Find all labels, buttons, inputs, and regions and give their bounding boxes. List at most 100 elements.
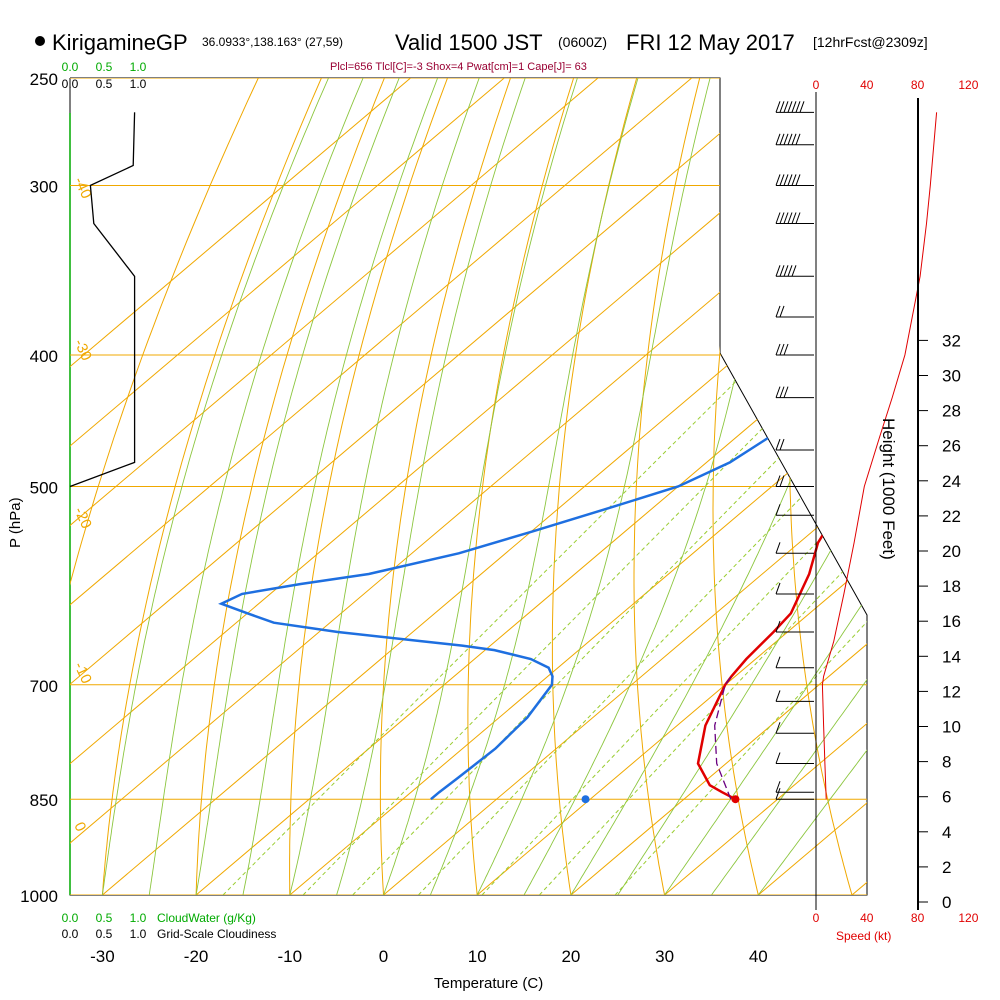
height-tick-label: 32 <box>942 331 961 350</box>
wind-barb-feather <box>779 174 785 186</box>
height-tick-label: 8 <box>942 753 951 772</box>
cloudiness-tick-top: 0.0 <box>62 77 79 91</box>
cloudiness-label: Grid-Scale Cloudiness <box>157 927 276 941</box>
temperature-tick-label: 30 <box>655 947 674 966</box>
wind-barb-feather <box>775 504 781 516</box>
cloudiness-tick-top: 0.5 <box>96 77 113 91</box>
cloudwater-tick-bottom: 0.5 <box>96 911 113 925</box>
temperature-tick-label: 20 <box>561 947 580 966</box>
wind-barb-feather <box>787 101 793 113</box>
wind-barb-feather <box>783 133 789 145</box>
wind-barb-feather <box>795 174 801 186</box>
moist-adiabat-line <box>195 78 400 895</box>
wind-barb <box>775 620 814 633</box>
moist-adiabat-line <box>242 78 439 895</box>
wind-barb <box>775 133 814 146</box>
speed-tick-bottom: 80 <box>911 911 925 925</box>
wind-barb-feather <box>787 212 793 224</box>
wind-barb <box>775 788 814 800</box>
wind-barb-feather <box>787 265 793 277</box>
pressure-tick-label: 850 <box>30 791 58 810</box>
dry-adiabat-line <box>195 78 385 895</box>
isotherm-label: -10 <box>70 660 95 687</box>
wind-barb-feather <box>775 475 781 487</box>
wind-barb-feather <box>779 212 785 224</box>
mixing-ratio-line <box>539 354 867 895</box>
mixing-ratio-label: 12 <box>533 905 555 927</box>
wind-barb-feather <box>775 174 781 186</box>
speed-tick-bottom: 40 <box>860 911 874 925</box>
speed-tick-top: 80 <box>911 78 925 92</box>
wind-barb-feather <box>791 133 797 145</box>
pressure-tick-label: 300 <box>30 177 58 196</box>
wind-barb-feather <box>775 212 781 224</box>
wind-barb-feather <box>795 133 801 145</box>
mixing-ratio-label: 3 <box>347 908 365 923</box>
moist-adiabat-line <box>664 78 867 895</box>
height-tick-label: 14 <box>942 647 961 666</box>
dry-adiabat-line <box>551 78 638 895</box>
wind-barb-feather <box>775 620 781 633</box>
moist-adiabat-line <box>383 78 578 895</box>
wind-barb <box>775 101 814 113</box>
isotherm-label: 30 <box>784 449 807 472</box>
wind-barb <box>775 343 814 356</box>
moist-adiabat-line <box>289 78 480 895</box>
cloudiness-tick-bottom: 1.0 <box>130 927 147 941</box>
wind-barb-feather <box>799 101 805 113</box>
height-tick-label: 26 <box>942 437 961 456</box>
moist-adiabat-line <box>757 78 867 895</box>
wind-barb-feather <box>791 265 797 277</box>
speed-tick-bottom: 120 <box>958 911 978 925</box>
isotherm-line <box>102 78 867 895</box>
height-tick-label: 10 <box>942 718 961 737</box>
cloudwater-tick-bottom: 1.0 <box>130 911 147 925</box>
isotherm-line <box>851 78 867 895</box>
pressure-tick-label: 400 <box>30 347 58 366</box>
mixing-ratio-line <box>418 354 867 895</box>
wind-barb-feather <box>791 101 797 113</box>
wind-barb-feather <box>791 212 797 224</box>
wind-barb <box>775 212 814 224</box>
station-name: KirigamineGP <box>52 30 188 55</box>
speed-tick-top: 0 <box>813 78 820 92</box>
pressure-tick-label: 250 <box>30 70 58 89</box>
mixing-ratio-line <box>302 354 836 895</box>
wind-barb-feather <box>775 438 781 451</box>
cloudwater-label: CloudWater (g/Kg) <box>157 911 256 925</box>
wind-barb-feather <box>775 722 781 734</box>
height-tick-label: 12 <box>942 682 961 701</box>
mixing-ratio-line <box>614 354 867 895</box>
wind-barb-feather <box>775 386 781 398</box>
height-tick-label: 2 <box>942 858 951 877</box>
height-tick-label: 4 <box>942 823 951 842</box>
speed-axis-label: Speed (kt) <box>836 929 891 943</box>
wind-barb-feather <box>783 386 789 398</box>
cloudiness-tick-bottom: 0.0 <box>62 927 79 941</box>
wind-barb <box>775 305 814 318</box>
wind-barb <box>775 656 814 669</box>
height-tick-label: 20 <box>942 542 961 561</box>
surface-dewpoint-marker <box>581 795 590 804</box>
moist-adiabat-line <box>711 78 867 895</box>
wind-barb-feather <box>775 690 781 702</box>
y-axis-label: P (hPa) <box>7 497 24 548</box>
wind-barb-feather <box>775 656 781 668</box>
height-tick-label: 30 <box>942 367 961 386</box>
parcel-profile <box>714 675 733 800</box>
temperature-tick-label: 0 <box>379 947 388 966</box>
wind-barb-feather <box>775 265 781 277</box>
isotherm-line <box>289 78 867 895</box>
temperature-tick-label: 40 <box>749 947 768 966</box>
x-axis-label: Temperature (C) <box>434 975 543 992</box>
wind-barb-feather <box>775 101 781 113</box>
wind-barb-feather <box>775 305 781 318</box>
pressure-tick-label: 500 <box>30 479 58 498</box>
wind-barb <box>775 690 814 702</box>
wind-barb-feather <box>791 174 797 186</box>
mixing-ratio-line <box>222 354 764 895</box>
height-axis-label: Height (1000 Feet) <box>879 418 898 560</box>
wind-barb-feather <box>775 343 781 356</box>
station-coords: 36.0933°,138.163° (27,59) <box>202 35 343 49</box>
